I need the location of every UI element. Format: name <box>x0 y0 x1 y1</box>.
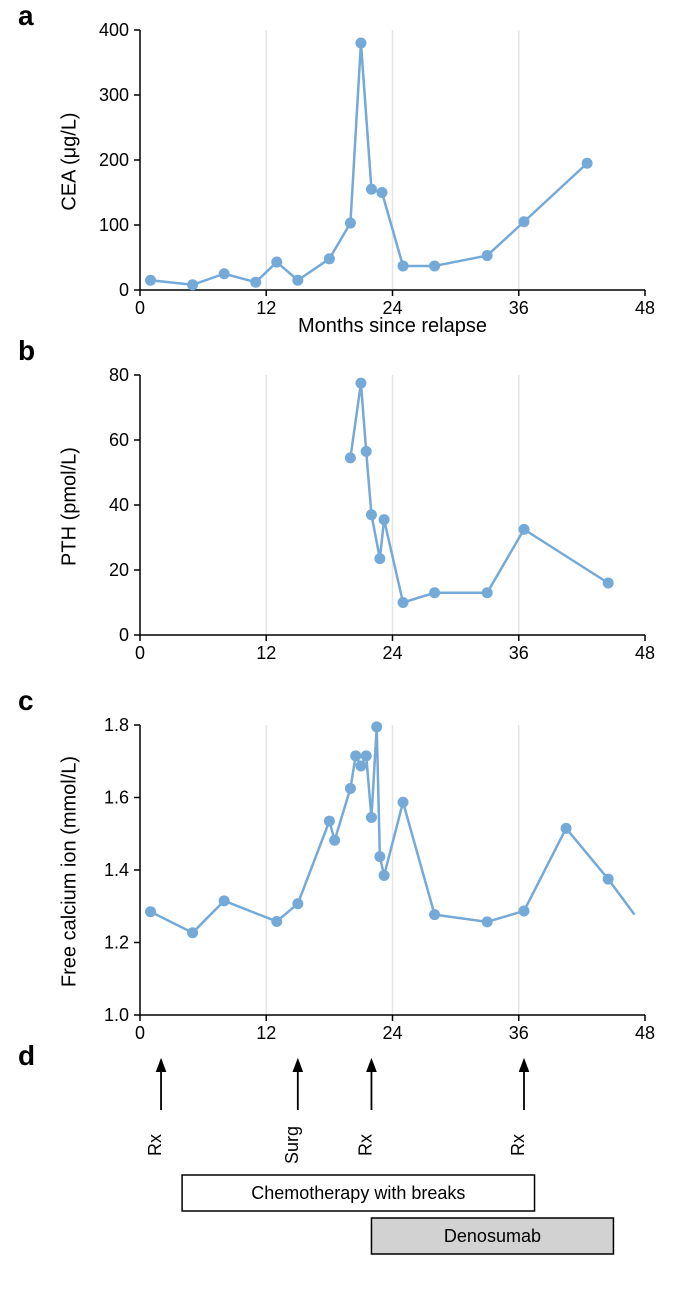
figure-root: a b c d 0100200300400012243648 CEA (μg/L… <box>0 0 685 1295</box>
svg-text:Rx: Rx <box>145 1134 165 1156</box>
svg-text:Rx: Rx <box>355 1134 375 1156</box>
timeline-d: Rx Surg Rx Rx Chemotherapy with breaks Denosu… <box>0 0 685 1295</box>
svg-text:Chemotherapy with breaks: Chemotherapy with breaks <box>251 1183 465 1203</box>
svg-text:Denosumab: Denosumab <box>444 1226 541 1246</box>
svg-text:Rx: Rx <box>508 1134 528 1156</box>
svg-text:Surg: Surg <box>282 1126 302 1164</box>
